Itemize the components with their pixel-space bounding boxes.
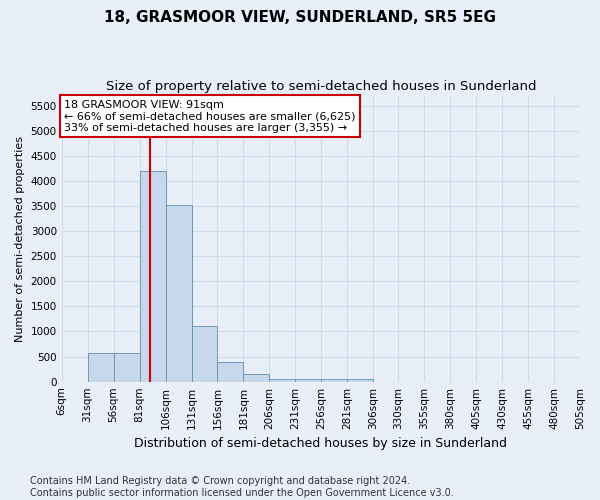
Text: 18 GRASMOOR VIEW: 91sqm
← 66% of semi-detached houses are smaller (6,625)
33% of: 18 GRASMOOR VIEW: 91sqm ← 66% of semi-de…: [64, 100, 356, 133]
Y-axis label: Number of semi-detached properties: Number of semi-detached properties: [15, 136, 25, 342]
Bar: [322, 379, 347, 382]
Bar: [166, 205, 191, 382]
Bar: [269, 378, 295, 382]
Bar: [244, 374, 269, 382]
Bar: [140, 171, 166, 382]
Bar: [295, 379, 322, 382]
Title: Size of property relative to semi-detached houses in Sunderland: Size of property relative to semi-detach…: [106, 80, 536, 93]
X-axis label: Distribution of semi-detached houses by size in Sunderland: Distribution of semi-detached houses by …: [134, 437, 508, 450]
Text: Contains HM Land Registry data © Crown copyright and database right 2024.
Contai: Contains HM Land Registry data © Crown c…: [30, 476, 454, 498]
Text: 18, GRASMOOR VIEW, SUNDERLAND, SR5 5EG: 18, GRASMOOR VIEW, SUNDERLAND, SR5 5EG: [104, 10, 496, 25]
Bar: [88, 352, 113, 382]
Bar: [347, 379, 373, 382]
Bar: [217, 362, 244, 382]
Bar: [113, 352, 140, 382]
Bar: [191, 326, 217, 382]
